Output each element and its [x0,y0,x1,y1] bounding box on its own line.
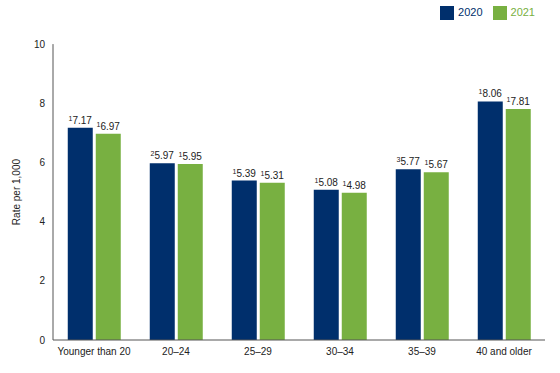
svg-text:16.97: 16.97 [97,121,121,132]
svg-text:35.77: 35.77 [397,156,421,167]
svg-text:25.97: 25.97 [151,150,175,161]
html-text:2021: 2021 [510,6,535,18]
svg-text:Rate per 1,000: Rate per 1,000 [11,159,22,226]
svg-text:30–34: 30–34 [326,346,354,357]
svg-text:18.06: 18.06 [479,88,503,99]
html-text:2020: 2020 [458,6,483,18]
svg-text:17.17: 17.17 [69,115,93,126]
svg-text:20–24: 20–24 [162,346,190,357]
svg-text:14.98: 14.98 [343,180,367,191]
svg-text:17.81: 17.81 [507,96,531,107]
svg-text:8: 8 [39,98,45,109]
svg-text:10: 10 [34,39,46,50]
svg-text:35–39: 35–39 [408,346,436,357]
svg-text:15.31: 15.31 [261,170,285,181]
svg-text:15.67: 15.67 [425,159,449,170]
svg-text:15.08: 15.08 [315,177,339,188]
svg-text:40 and older: 40 and older [476,346,532,357]
svg-text:0: 0 [39,335,45,346]
svg-text:Younger than 20: Younger than 20 [57,346,130,357]
svg-text:25–29: 25–29 [244,346,272,357]
svg-text:15.39: 15.39 [233,168,257,179]
svg-text:2: 2 [39,275,45,286]
svg-text:4: 4 [39,216,45,227]
svg-text:6: 6 [39,157,45,168]
svg-text:15.95: 15.95 [179,151,203,162]
